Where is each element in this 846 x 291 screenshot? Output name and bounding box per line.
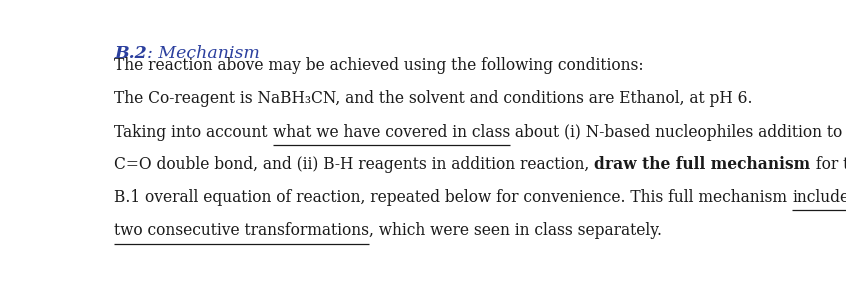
Text: for the: for the [810,156,846,173]
Text: The Co-reagent is NaBH₃CN, and the solvent and conditions are Ethanol, at pH 6.: The Co-reagent is NaBH₃CN, and the solve… [114,90,753,107]
Text: includes: includes [792,189,846,206]
Text: about (i) N-based nucleophiles addition to: about (i) N-based nucleophiles addition … [510,124,842,141]
Text: , which were seen in class separately.: , which were seen in class separately. [369,222,662,239]
Text: The reaction above may be achieved using the following conditions:: The reaction above may be achieved using… [114,57,644,74]
Text: C=O double bond, and (ii) B-H reagents in addition reaction,: C=O double bond, and (ii) B-H reagents i… [114,156,595,173]
Text: Taking into account: Taking into account [114,124,272,141]
Text: B.2: B.2 [114,45,147,62]
Text: two consecutive transformations: two consecutive transformations [114,222,369,239]
Text: draw the full mechanism: draw the full mechanism [595,156,810,173]
Text: B.1 overall equation of reaction, repeated below for convenience. This full mech: B.1 overall equation of reaction, repeat… [114,189,792,206]
Text: what we have covered in class: what we have covered in class [272,124,510,141]
Text: : Mechanism: : Mechanism [147,45,260,62]
